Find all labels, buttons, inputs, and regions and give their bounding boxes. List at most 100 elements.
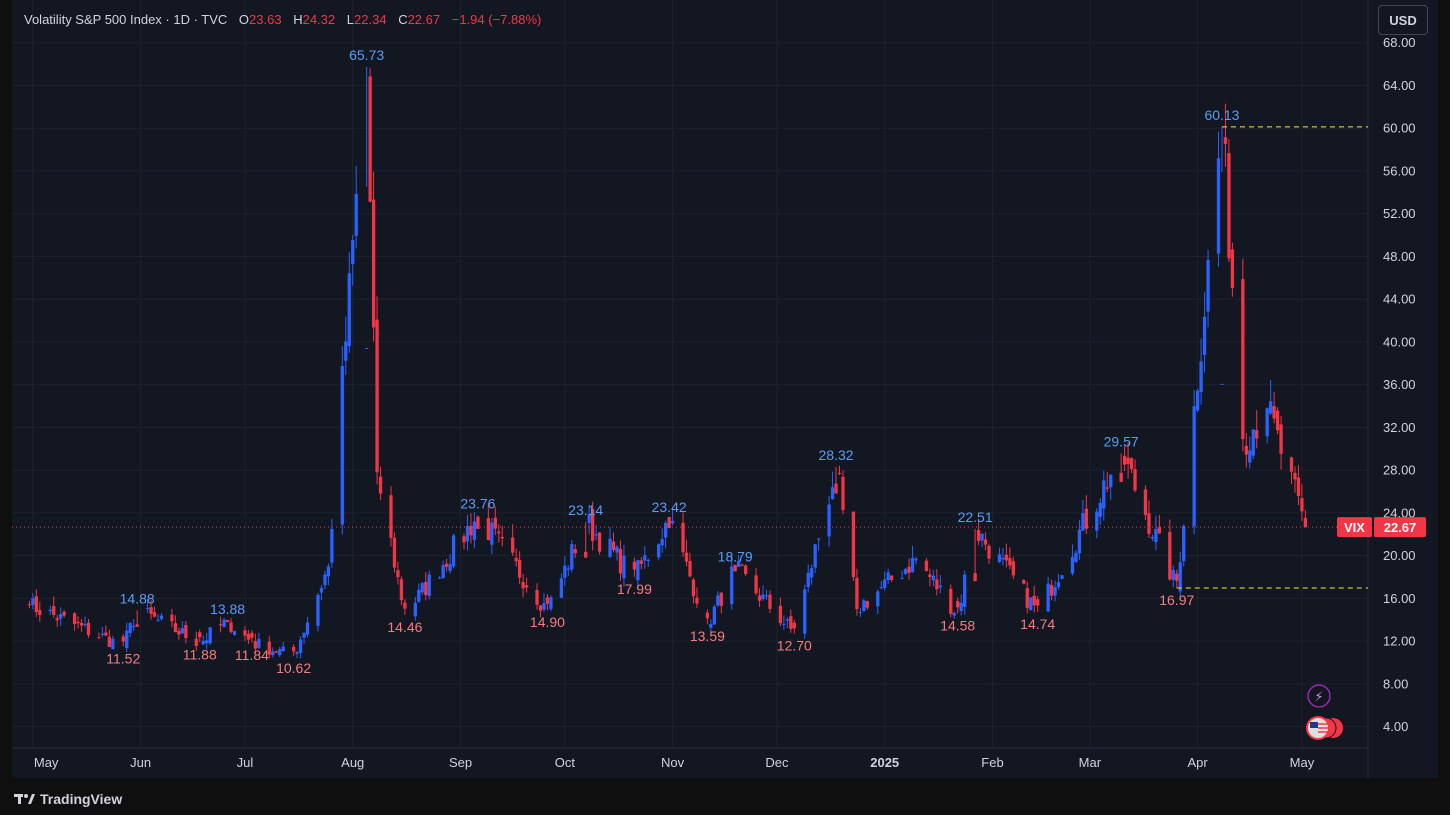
low-label: 11.88 <box>183 646 217 662</box>
candle-body <box>1081 513 1085 531</box>
candle-body <box>730 566 734 605</box>
candle-body <box>232 631 237 635</box>
y-tick-label: 60.00 <box>1383 121 1416 136</box>
low-label: 13.59 <box>690 628 725 644</box>
candle-body <box>469 525 473 536</box>
candle-body <box>782 623 786 625</box>
candle-body <box>1195 390 1200 411</box>
y-tick-label: 44.00 <box>1383 292 1416 307</box>
candle-body <box>1056 582 1061 588</box>
y-tick-label: 40.00 <box>1383 334 1416 349</box>
candle-body <box>587 514 591 523</box>
candle-body <box>399 579 404 601</box>
candle-body <box>1241 279 1245 440</box>
price-tag-value: 22.67 <box>1384 520 1417 535</box>
candle-body <box>1102 480 1106 509</box>
candle-body <box>173 623 178 633</box>
candle-body <box>952 612 956 616</box>
candle-body <box>52 606 56 615</box>
candle-body <box>903 569 908 574</box>
x-tick-label: Nov <box>661 755 685 770</box>
y-tick-label: 24.00 <box>1383 505 1416 520</box>
candle-body <box>1202 316 1207 355</box>
candle-body <box>785 619 790 621</box>
candle-body <box>1206 259 1210 312</box>
candle-body <box>107 636 112 648</box>
candle-body <box>1199 361 1203 393</box>
candle-body <box>205 640 209 644</box>
low-label: 16.97 <box>1159 592 1194 608</box>
candle-body <box>79 622 84 626</box>
tradingview-logo-icon <box>14 794 35 804</box>
candle-body <box>938 585 942 588</box>
candle-body <box>764 595 769 597</box>
candle-body <box>980 533 984 541</box>
candle-body <box>549 597 553 610</box>
candle-body <box>639 560 643 564</box>
candle-body <box>1175 573 1179 581</box>
candle-body <box>636 560 640 581</box>
candle-body <box>584 551 588 558</box>
x-tick-label: Jun <box>130 755 151 770</box>
flash-event-glyph: ⚡ <box>1314 690 1323 705</box>
candle-body <box>121 636 125 642</box>
close-label: C <box>398 12 408 27</box>
candle-body <box>194 638 198 647</box>
candle-body <box>1032 595 1036 606</box>
candle-body <box>152 612 157 617</box>
candle-body <box>486 518 490 541</box>
candle-body <box>688 561 692 577</box>
candle-body <box>1004 554 1009 561</box>
candle-body <box>907 566 911 573</box>
candle-body <box>1275 410 1280 431</box>
low-label: 14.46 <box>387 619 422 635</box>
candle-body <box>573 549 577 554</box>
candle-body <box>570 544 574 570</box>
candle-body <box>900 578 904 580</box>
candle-body <box>316 594 320 626</box>
high-label: 18.79 <box>718 549 753 565</box>
change-value: −1.94 (−7.88%) <box>451 12 542 27</box>
candle-body <box>1147 513 1151 534</box>
candle-body <box>879 587 883 589</box>
candle-body <box>27 604 32 606</box>
candle-body <box>72 613 77 625</box>
candle-body <box>1143 489 1148 515</box>
candle-body <box>1255 430 1259 439</box>
candle-body <box>55 618 59 621</box>
candle-body <box>83 624 87 626</box>
y-tick-label: 8.00 <box>1383 676 1408 691</box>
candle-body <box>1279 424 1283 454</box>
candle-body <box>420 583 424 593</box>
x-tick-label: May <box>34 755 59 770</box>
candle-body <box>462 536 466 543</box>
candle-body <box>229 622 233 632</box>
currency-button[interactable]: USD <box>1378 5 1428 35</box>
price-tag-value-bg <box>1374 517 1426 538</box>
candle-body <box>594 534 598 536</box>
candle-body <box>886 572 890 581</box>
tradingview-logo[interactable]: TradingView <box>14 791 122 807</box>
candle-body <box>97 637 101 639</box>
candle-body <box>876 591 880 607</box>
candle-body <box>500 537 504 539</box>
candle-body <box>257 638 261 648</box>
candle-body <box>1022 580 1026 584</box>
candle-body <box>378 476 383 494</box>
symbol-title[interactable]: Volatility S&P 500 Index · 1D · TVC <box>24 12 228 27</box>
candle-body <box>330 528 334 563</box>
candle-body <box>816 538 821 540</box>
candle-body <box>281 646 285 652</box>
candle-body <box>368 76 372 202</box>
candle-body <box>177 630 181 635</box>
candle-body <box>208 627 212 644</box>
candle-body <box>1251 429 1255 456</box>
candle-body <box>949 588 953 614</box>
candle-body <box>159 615 164 620</box>
candle-body <box>347 273 351 347</box>
candle-body <box>1150 536 1155 539</box>
candle-body <box>1272 406 1276 419</box>
candle-body <box>396 570 400 578</box>
candle-body <box>935 579 939 590</box>
